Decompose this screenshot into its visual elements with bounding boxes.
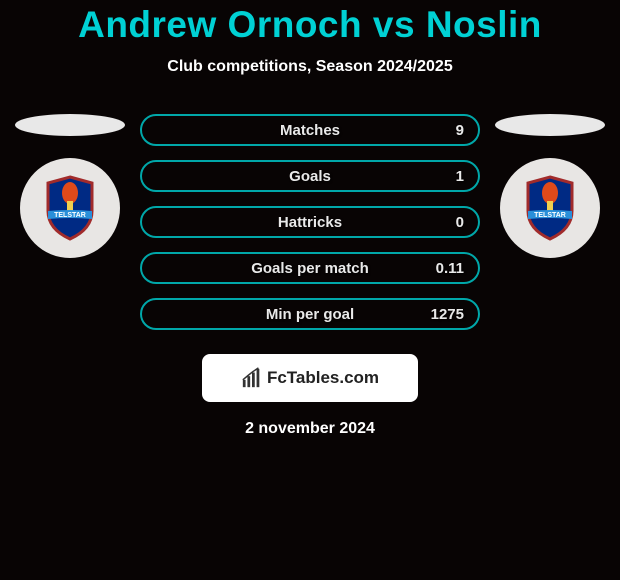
stat-label: Min per goal (266, 306, 354, 323)
brand-inner: FcTables.com (241, 367, 379, 389)
chart-icon (241, 367, 263, 389)
player-left-column: TELSTAR (10, 114, 130, 258)
stat-row-matches: Matches 9 (140, 114, 480, 146)
player-left-placeholder (15, 114, 125, 136)
stat-label: Goals (289, 168, 331, 185)
stat-row-hattricks: Hattricks 0 (140, 206, 480, 238)
stat-row-goals: Goals 1 (140, 160, 480, 192)
page-subtitle: Club competitions, Season 2024/2025 (0, 58, 620, 76)
stat-row-min-per-goal: Min per goal 1275 (140, 298, 480, 330)
page-title: Andrew Ornoch vs Noslin (0, 0, 620, 46)
crest-text: TELSTAR (534, 212, 566, 219)
shield-icon: TELSTAR (44, 175, 96, 241)
shield-icon: TELSTAR (524, 175, 576, 241)
stat-value: 1 (456, 168, 464, 185)
stat-label: Hattricks (278, 214, 342, 231)
footer-date: 2 november 2024 (0, 420, 620, 438)
comparison-card: Andrew Ornoch vs Noslin Club competition… (0, 0, 620, 438)
player-right-column: TELSTAR (490, 114, 610, 258)
stat-value: 0 (456, 214, 464, 231)
stat-value: 0.11 (436, 260, 464, 277)
stat-row-goals-per-match: Goals per match 0.11 (140, 252, 480, 284)
content-row: TELSTAR TELSTAR Matches 9 (0, 114, 620, 330)
player-right-placeholder (495, 114, 605, 136)
club-crest-left: TELSTAR (20, 158, 120, 258)
stats-list: Matches 9 Goals 1 Hattricks 0 Goals per … (140, 114, 480, 330)
stat-value: 1275 (431, 306, 464, 323)
stat-label: Goals per match (251, 260, 369, 277)
stat-value: 9 (456, 122, 464, 139)
stat-label: Matches (280, 122, 340, 139)
brand-badge[interactable]: FcTables.com (202, 354, 418, 402)
club-crest-right: TELSTAR (500, 158, 600, 258)
brand-text: FcTables.com (267, 368, 379, 388)
crest-text: TELSTAR (54, 212, 86, 219)
